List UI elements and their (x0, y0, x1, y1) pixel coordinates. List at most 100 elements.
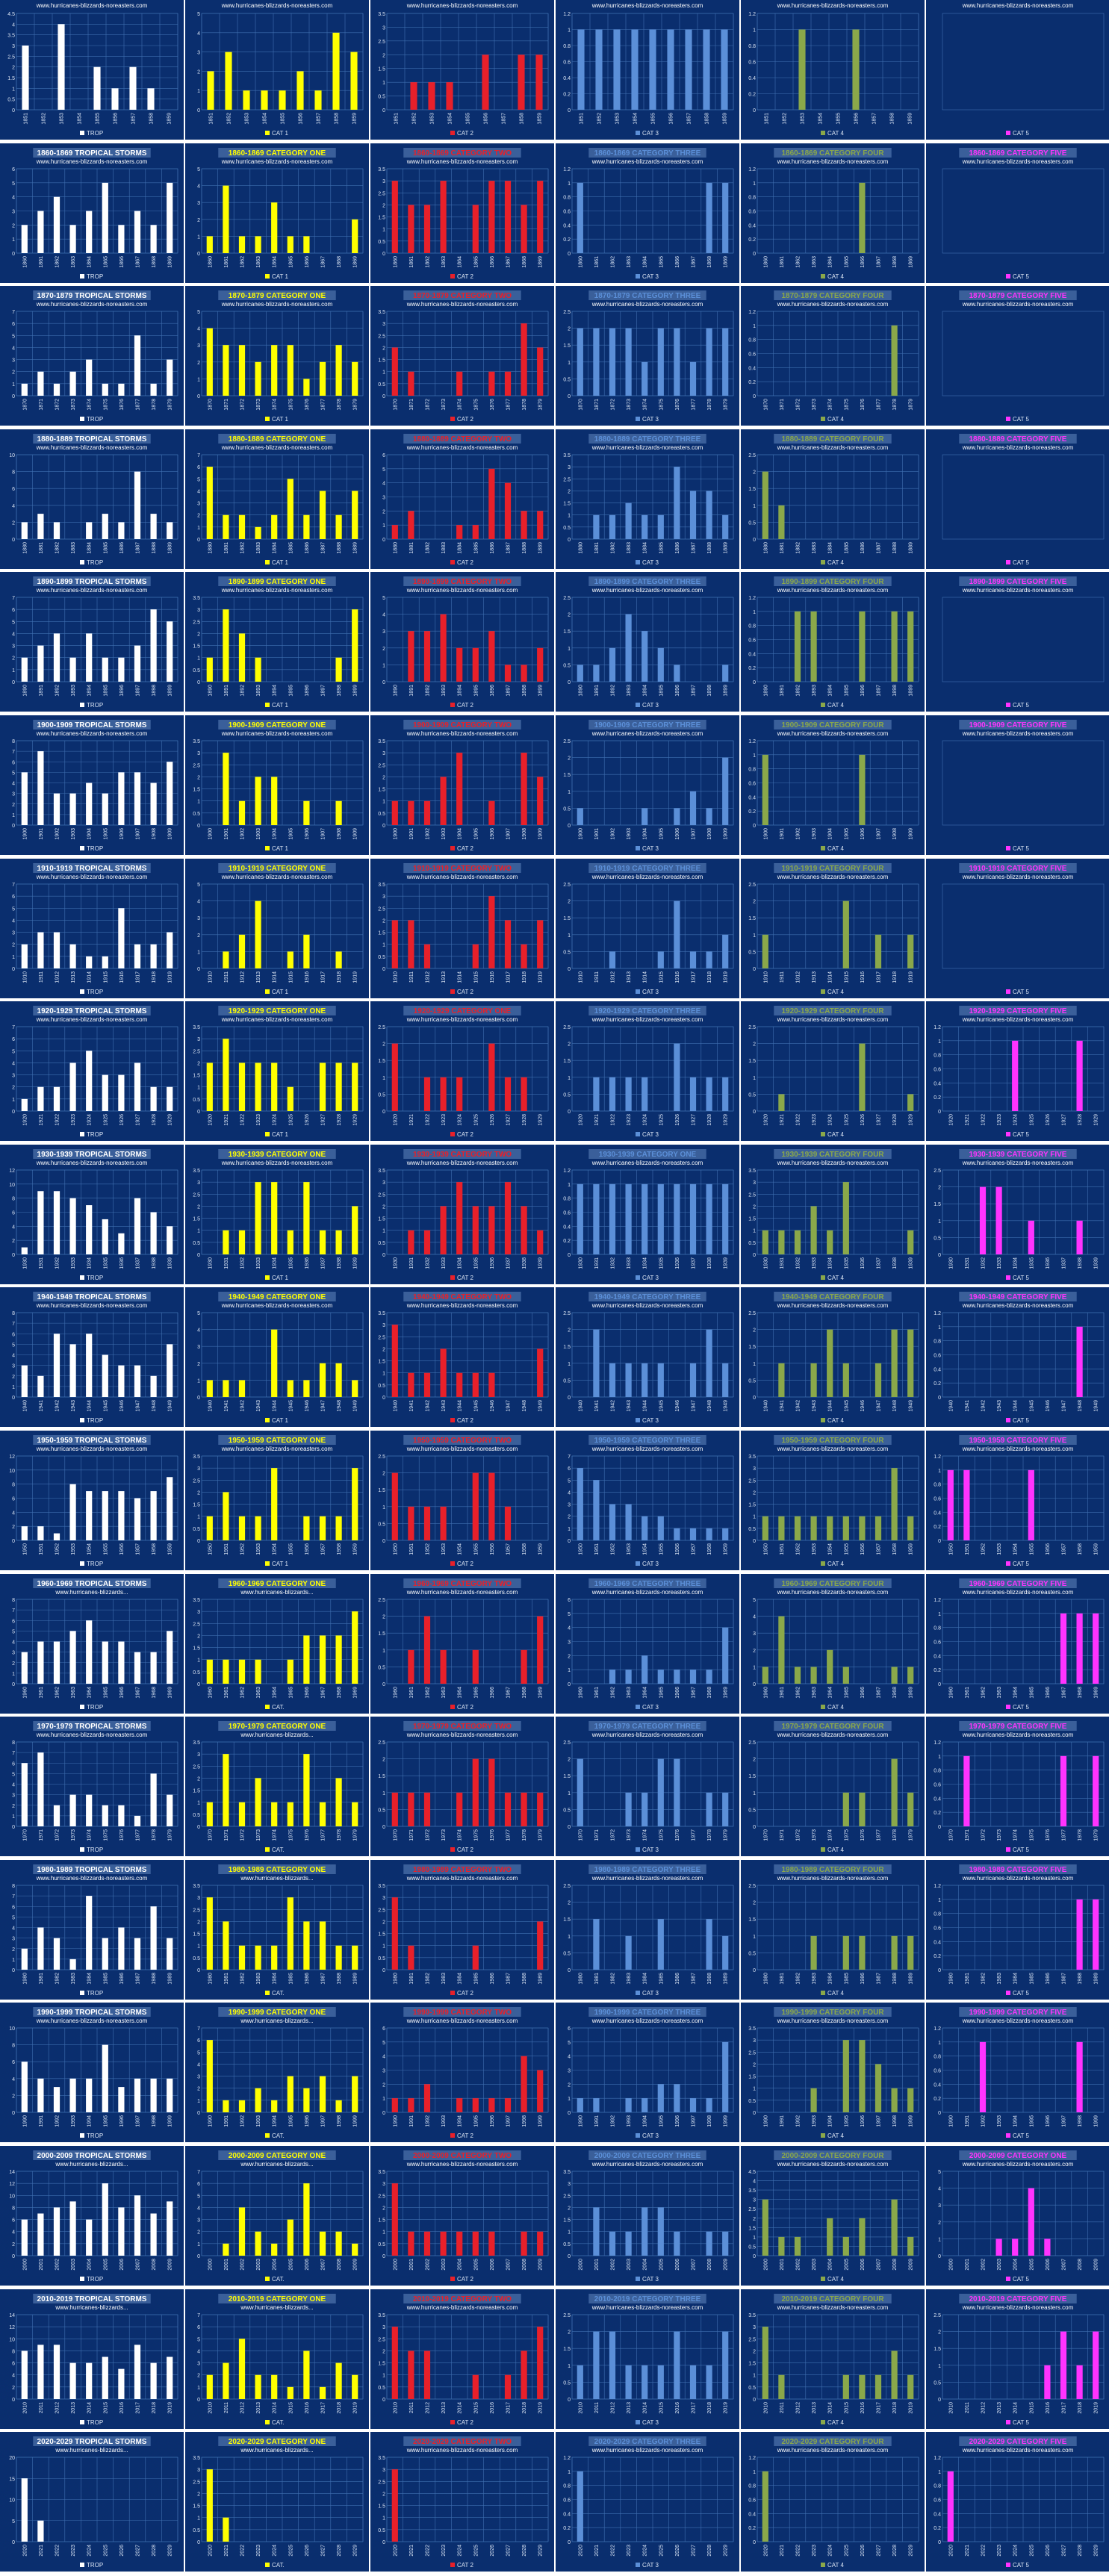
x-tick-label: 1859 (723, 113, 728, 125)
y-tick-label: 3 (382, 1180, 385, 1186)
bar (287, 1230, 293, 1254)
y-tick-label: 6 (12, 1211, 15, 1216)
x-tick-label: 2003 (997, 2259, 1002, 2271)
x-tick-label: 1902 (426, 828, 431, 840)
x-tick-label: 1920 (578, 1114, 583, 1126)
y-tick-label: 2 (197, 933, 200, 939)
y-tick-label: 3.5 (193, 739, 200, 744)
y-tick-label: 3 (197, 1610, 200, 1615)
y-tick-label: 2 (12, 1375, 15, 1380)
bar-chart: 1900-1909 CATEGORY FIVEwww.hurricanes-bl… (942, 720, 1105, 852)
legend-label: CAT 3 (642, 845, 659, 852)
bar (706, 491, 712, 539)
bar (778, 1363, 785, 1397)
legend-swatch (80, 1418, 84, 1422)
y-tick-label: 2 (197, 1204, 200, 1210)
y-tick-label: 0.2 (934, 1525, 941, 1530)
y-tick-label: 2 (382, 775, 385, 780)
legend-swatch (265, 989, 270, 994)
x-tick-label: 1935 (659, 1257, 664, 1269)
legend-swatch (450, 1561, 455, 1566)
chart-subtitle: www.hurricanes-blizzards-noreasters.com (36, 1016, 148, 1023)
bar (102, 1219, 108, 1254)
bar (456, 525, 463, 539)
title-background (774, 434, 892, 444)
bar (488, 1758, 495, 1826)
x-tick-label: 2011 (409, 2402, 414, 2413)
bar (69, 1631, 76, 1684)
y-tick-label: 1 (12, 87, 15, 92)
title-background (33, 1864, 151, 1874)
y-tick-label: 3.5 (193, 1598, 200, 1603)
x-tick-label: 2003 (256, 2259, 261, 2271)
x-tick-label: 1977 (506, 1829, 512, 1841)
x-tick-label: 1996 (490, 2115, 495, 2127)
legend-swatch (80, 2277, 84, 2281)
bar (223, 1039, 229, 1111)
y-tick-label: 1 (12, 1672, 15, 1677)
x-tick-label: 1901 (224, 828, 229, 840)
x-tick-label: 1980 (208, 1973, 213, 1985)
legend-label: TROP (87, 989, 103, 995)
chart-title: 1910-1919 CATEGORY THREE (594, 865, 701, 873)
legend-swatch (450, 989, 455, 994)
bar (150, 2078, 157, 2112)
legend-swatch (450, 846, 455, 850)
bar (859, 1792, 866, 1826)
bar (537, 1348, 544, 1397)
bar (657, 328, 664, 396)
bar-chart: 2000-2009 CATEGORY THREEwww.hurricanes-b… (563, 2150, 734, 2283)
x-tick-label: 1890 (763, 685, 768, 697)
x-tick-label: 1970 (578, 1829, 583, 1841)
legend-label: CAT 3 (642, 1990, 659, 1997)
bar (86, 2219, 93, 2256)
y-tick-label: 3 (753, 1631, 756, 1637)
x-tick-label: 1994 (87, 2115, 93, 2127)
x-tick-label: 1872 (240, 399, 246, 411)
bar (907, 1667, 914, 1684)
y-tick-label: 1 (938, 2237, 941, 2242)
y-tick-label: 3 (568, 2182, 571, 2187)
x-tick-label: 1911 (39, 971, 44, 983)
title-background (959, 2150, 1077, 2160)
bar (86, 1051, 93, 1111)
bar (625, 1363, 632, 1397)
legend-swatch (450, 274, 455, 279)
bar-chart: 1890-1899 CATEGORY THREEwww.hurricanes-b… (563, 576, 734, 709)
y-tick-label: 0 (382, 1825, 385, 1830)
legend-swatch (821, 1561, 825, 1566)
y-tick-label: 1.5 (563, 502, 571, 507)
x-tick-label: 1868 (892, 256, 898, 268)
x-tick-label: 1855 (651, 113, 656, 125)
y-tick-label: 0.4 (748, 652, 756, 657)
chart-subtitle: www.hurricanes-blizzards-noreasters.com (591, 2017, 703, 2024)
bar (238, 1802, 246, 1826)
chart-panel: 1930-1939 CATEGORY ONE www.hurricanes-bli… (556, 1145, 739, 1284)
y-tick-label: 0.5 (748, 1808, 756, 1813)
chart-title: 1890-1899 CATEGORY TWO (413, 578, 512, 586)
chart-panel: 1910-1919 CATEGORY ONE www.hurricanes-bli… (185, 859, 369, 998)
x-tick-label: 1969 (538, 1687, 544, 1699)
y-tick-label: 0.6 (748, 782, 756, 787)
x-tick-label: 1959 (168, 1543, 173, 1555)
legend-swatch (450, 1132, 455, 1136)
bar (69, 225, 76, 253)
y-tick-label: 1 (197, 526, 200, 531)
bar (722, 1935, 729, 1970)
x-tick-label: 1931 (409, 1257, 414, 1269)
y-tick-label: 2.5 (378, 1335, 385, 1340)
bar (134, 1815, 141, 1826)
x-tick-label: 1869 (724, 256, 729, 268)
x-tick-label: 1961 (224, 1687, 229, 1699)
y-tick-label: 2 (382, 647, 385, 652)
bar (352, 2374, 358, 2399)
title-background (403, 1578, 521, 1588)
x-tick-label: 1927 (136, 1114, 141, 1126)
chart-subtitle: www.hurricanes-blizzards-noreasters.com (36, 1302, 148, 1309)
y-tick-label: 0 (12, 2398, 15, 2403)
chart-subtitle: www.hurricanes-blizzards-noreasters.com (591, 874, 703, 880)
y-tick-label: 2 (568, 1758, 571, 1763)
x-tick-label: 1970 (948, 1829, 954, 1841)
y-tick-label: 1.5 (378, 67, 385, 72)
chart-title: 1960-1969 CATEGORY TWO (413, 1580, 512, 1588)
